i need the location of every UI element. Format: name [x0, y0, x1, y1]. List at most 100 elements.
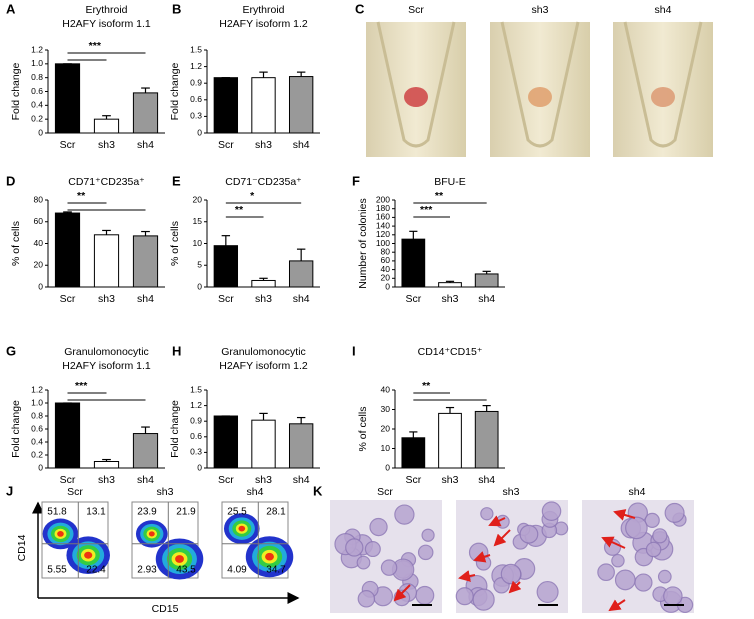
- y-tick-label: 160: [376, 212, 390, 222]
- image-caption: Scr: [408, 4, 424, 16]
- y-tick-label: 0.6: [31, 423, 43, 433]
- y-tick-label: 60: [34, 216, 44, 226]
- arrow: [393, 584, 411, 602]
- bar: [213, 77, 239, 134]
- y-tick-label: 80: [34, 194, 44, 204]
- y-tick-label: 5: [197, 260, 202, 270]
- plot-title: sh3: [157, 486, 174, 498]
- y-tick-label: 40: [381, 384, 391, 394]
- y-axis-label: Fold change: [10, 400, 22, 458]
- cell: [369, 517, 388, 537]
- panel-letter: K: [313, 483, 323, 498]
- x-tick-label: Scr: [405, 293, 421, 305]
- arrow: [608, 599, 626, 612]
- bar: [288, 76, 314, 134]
- chart-title: H2AFY isoform 1.2: [219, 360, 308, 372]
- cell: [357, 590, 376, 608]
- x-tick-label: Scr: [218, 293, 234, 305]
- x-tick-label: sh3: [98, 293, 115, 305]
- x-tick-label: sh4: [478, 474, 495, 486]
- x-tick-label: sh3: [255, 139, 272, 151]
- bar: [438, 412, 462, 469]
- quadrant-value: 2.93: [137, 565, 157, 576]
- arrow: [613, 509, 636, 521]
- y-tick-label: 0: [197, 127, 202, 137]
- y-tick-label: 100: [376, 238, 390, 248]
- bar: [54, 63, 81, 134]
- pellet: [651, 87, 675, 107]
- cell: [364, 541, 381, 558]
- x-tick-label: Scr: [60, 139, 76, 151]
- density-blob: [265, 552, 274, 561]
- y-axis-label: % of cells: [10, 221, 22, 266]
- bar: [54, 212, 81, 288]
- density-blob: [238, 525, 246, 532]
- x-tick-label: sh3: [98, 474, 115, 486]
- image-caption: sh3: [503, 486, 520, 498]
- chart-title: CD71⁻CD235a⁺: [225, 176, 302, 188]
- chart-title: Granulomonocytic: [221, 346, 306, 358]
- cell: [597, 563, 615, 582]
- pellet: [528, 87, 552, 107]
- cell: [380, 559, 398, 576]
- bar: [213, 245, 239, 288]
- cell: [645, 541, 662, 558]
- quadrant-value: 23.9: [137, 507, 157, 518]
- cell: [455, 587, 474, 606]
- panel-letter: H: [172, 343, 181, 358]
- density-blob: [84, 551, 93, 559]
- quadrant-value: 4.09: [227, 565, 247, 576]
- bar: [401, 437, 426, 469]
- y-tick-label: 40: [34, 238, 44, 248]
- y-tick-label: 1.2: [31, 384, 43, 394]
- cell: [644, 512, 660, 528]
- cell: [345, 538, 364, 557]
- y-tick-label: 180: [376, 203, 390, 213]
- image-caption: Scr: [377, 486, 393, 498]
- density-blob: [148, 531, 155, 537]
- arrow: [493, 529, 511, 547]
- y-tick-label: 0.2: [31, 449, 43, 459]
- bar: [54, 402, 81, 469]
- y-tick-label: 0.3: [190, 111, 202, 121]
- bar: [132, 92, 159, 134]
- panel-letter: J: [6, 483, 13, 498]
- panel-letter: E: [172, 173, 181, 188]
- x-tick-label: sh4: [137, 474, 154, 486]
- y-tick-label: 120: [376, 229, 390, 239]
- y-axis-label: Number of colonies: [357, 198, 369, 288]
- bar: [93, 461, 120, 469]
- y-tick-label: 1.2: [190, 400, 202, 410]
- quadrant-value: 5.55: [47, 565, 67, 576]
- x-tick-label: sh4: [293, 474, 310, 486]
- bar: [251, 279, 276, 288]
- significance-label: *: [250, 190, 255, 202]
- quadrant-value: 22.4: [86, 565, 106, 576]
- y-tick-label: 20: [381, 423, 391, 433]
- y-tick-label: 0.6: [190, 431, 202, 441]
- x-tick-label: sh3: [442, 293, 459, 305]
- y-tick-label: 0: [197, 462, 202, 472]
- x-tick-label: sh3: [98, 139, 115, 151]
- y-tick-label: 40: [381, 264, 391, 274]
- arrow: [473, 551, 491, 563]
- y-tick-label: 20: [193, 194, 203, 204]
- bar: [474, 410, 499, 469]
- significance-label: ***: [420, 204, 433, 216]
- quadrant-value: 43.5: [176, 565, 196, 576]
- x-tick-label: sh3: [255, 293, 272, 305]
- y-tick-label: 1.2: [31, 44, 43, 54]
- cell: [536, 580, 559, 604]
- x-tick-label: sh3: [255, 474, 272, 486]
- pellet: [404, 87, 428, 107]
- tube-wall: [500, 21, 580, 148]
- x-tick-label: Scr: [218, 474, 234, 486]
- quadrant-value: 34.7: [266, 565, 286, 576]
- y-tick-label: 0.8: [31, 72, 43, 82]
- x-tick-label: Scr: [60, 293, 76, 305]
- y-axis-label: Fold change: [169, 62, 181, 120]
- plot-title: Scr: [67, 486, 83, 498]
- y-tick-label: 1.5: [190, 44, 202, 54]
- bar: [93, 234, 120, 288]
